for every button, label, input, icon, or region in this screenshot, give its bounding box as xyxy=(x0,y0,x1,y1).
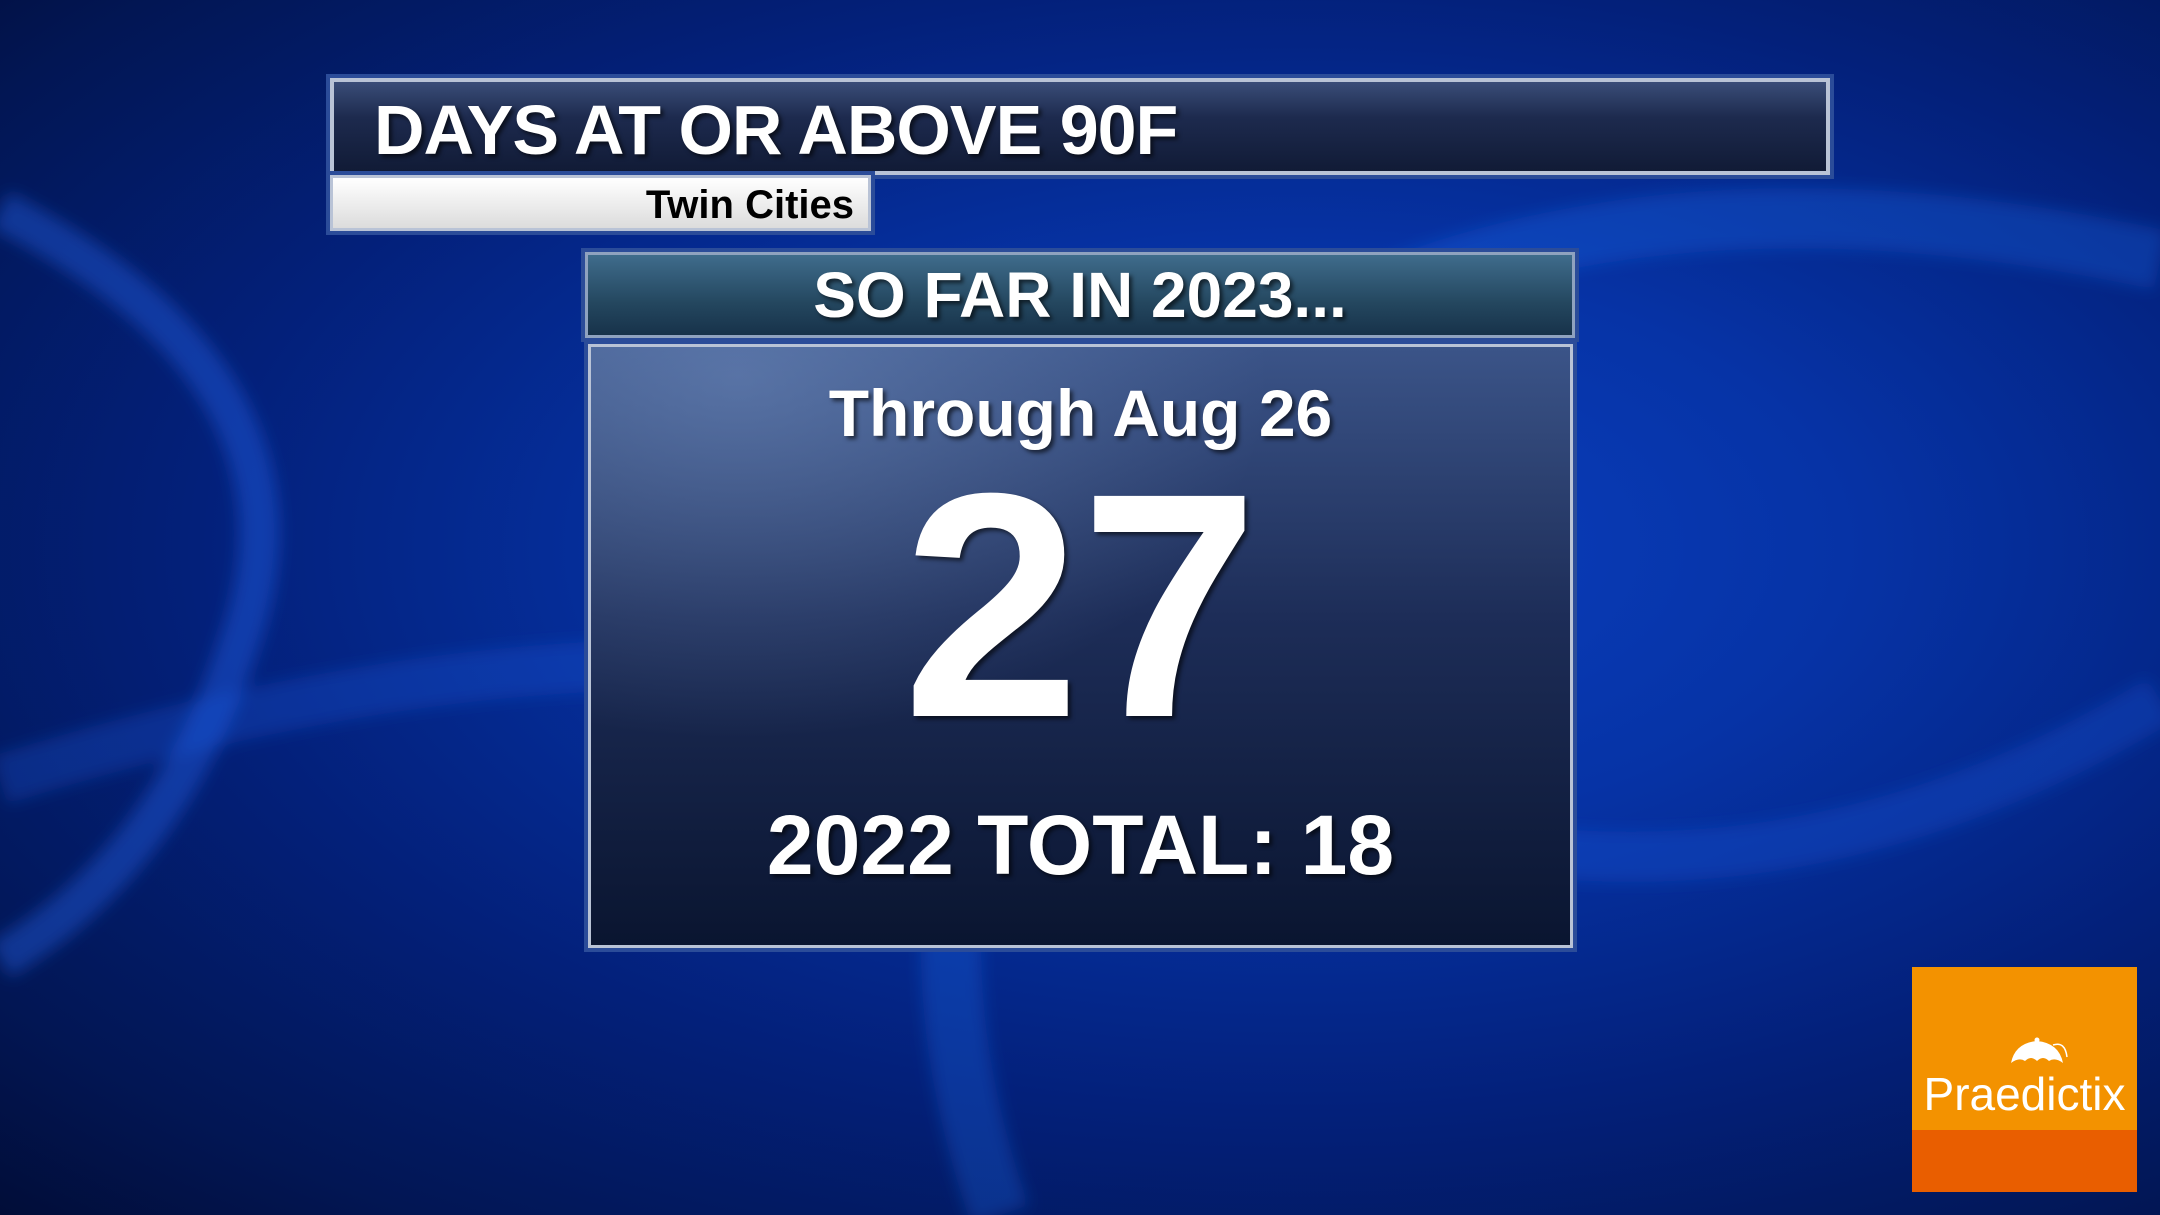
location-label: Twin Cities xyxy=(645,183,854,227)
umbrella-icon xyxy=(2011,1037,2068,1063)
section-header-text: SO FAR IN 2023... xyxy=(813,259,1347,331)
logo-text: Praedictix xyxy=(1923,1068,2126,1120)
section-header: SO FAR IN 2023... xyxy=(585,252,1575,338)
previous-year-total: 2022 TOTAL: 18 xyxy=(766,798,1395,892)
through-date: Through Aug 26 xyxy=(828,376,1333,450)
logo-band xyxy=(1912,1130,2137,1192)
page-title: DAYS AT OR ABOVE 90F xyxy=(374,91,1178,169)
location-bar: Twin Cities xyxy=(330,175,871,231)
title-bar: DAYS AT OR ABOVE 90F xyxy=(330,78,1830,175)
praedictix-logo: Praedictix xyxy=(1912,967,2137,1192)
day-count: 27 xyxy=(902,426,1259,784)
stat-panel: Through Aug 26 27 2022 TOTAL: 18 xyxy=(588,344,1573,948)
